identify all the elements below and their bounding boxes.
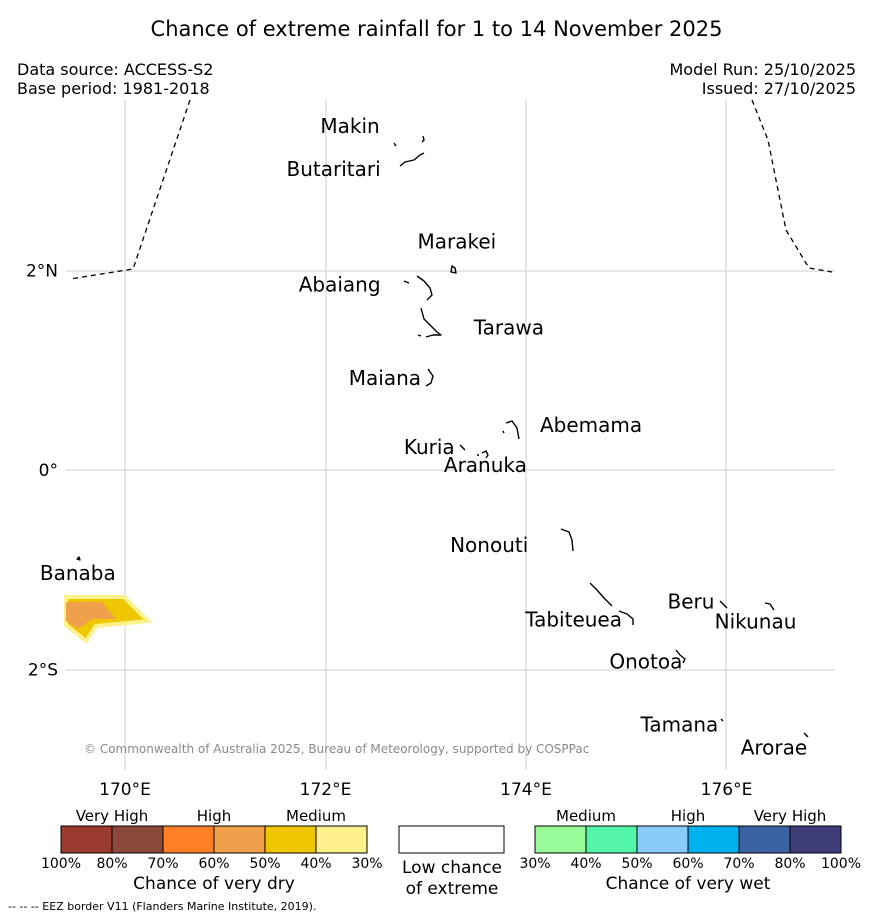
marakei-outline — [450, 265, 457, 274]
abemama-outline — [502, 420, 520, 440]
maiana-outline — [425, 368, 434, 387]
nonouti-outline — [560, 528, 574, 552]
legend-wet-swatch — [534, 825, 587, 854]
run-info: Model Run: 25/10/2025 Issued: 27/10/2025 — [670, 60, 857, 98]
data-source: Data source: ACCESS-S2 — [17, 60, 214, 79]
legend-dry-title: Chance of very dry — [133, 874, 295, 894]
legend-dry-tick: 60% — [198, 856, 229, 872]
legend-dry-tick: 40% — [300, 856, 331, 872]
butaritari-outline — [399, 152, 425, 167]
aranuka-outline — [477, 450, 489, 459]
legend-wet-category: Medium — [556, 807, 616, 825]
base-period: Base period: 1981-2018 — [17, 79, 210, 98]
legend-low-swatch — [398, 825, 505, 854]
forecast-dry-area — [64, 595, 153, 644]
lat-tick-label: 0° — [39, 461, 58, 481]
island-label-tamana: Tamana — [639, 712, 718, 736]
map-title: Chance of extreme rainfall for 1 to 14 N… — [150, 17, 723, 41]
legend-dry-tick: 50% — [249, 856, 280, 872]
island-label-maiana: Maiana — [349, 366, 421, 390]
issued-date: Issued: 27/10/2025 — [701, 79, 856, 98]
lat-tick-label: 2°N — [26, 262, 58, 282]
legend-dry-swatch — [264, 825, 317, 854]
lon-tick-label: 174°E — [500, 780, 552, 800]
legend-dry-tick: 30% — [351, 856, 382, 872]
island-label-makin: Makin — [320, 114, 379, 138]
data-info: Data source: ACCESS-S2 Base period: 1981… — [17, 60, 213, 98]
makin-outline — [393, 135, 425, 147]
island-label-banaba: Banaba — [40, 561, 116, 585]
island-label-nonouti: Nonouti — [450, 533, 528, 557]
arorae-outline — [803, 732, 809, 738]
tamana-outline — [720, 718, 724, 722]
legend-dry-swatch — [162, 825, 215, 854]
legend-dry-tick: 70% — [147, 856, 178, 872]
legend-wet-category: Very High — [754, 807, 827, 825]
island-label-arorae: Arorae — [741, 735, 807, 759]
nikunau-outline — [764, 602, 775, 611]
legend-wet-swatch — [738, 825, 791, 854]
legend-wet-tick: 100% — [821, 856, 861, 872]
island-label-butaritari: Butaritari — [287, 157, 381, 181]
abaiang-outline — [403, 275, 433, 301]
eez-border-right — [751, 99, 833, 273]
legend-wet-category: High — [671, 807, 705, 825]
legend-dry-category: Very High — [76, 807, 149, 825]
legend-dry-swatch — [315, 825, 368, 854]
island-label-aranuka: Aranuka — [444, 453, 527, 477]
legend-wet-tick: 80% — [774, 856, 805, 872]
legend-wet-tick: 60% — [672, 856, 703, 872]
banaba-outline — [76, 556, 81, 561]
island-label-beru: Beru — [667, 590, 714, 614]
copyright-notice: © Commonwealth of Australia 2025, Bureau… — [84, 742, 590, 756]
legend-dry-category: High — [197, 807, 231, 825]
legend-dry: 100% 80% 70% 60% 50% 40% 30% Very High High Mediu… — [41, 807, 383, 894]
island-label-tarawa: Tarawa — [473, 315, 544, 339]
legend-dry-swatch — [111, 825, 164, 854]
legend-wet-tick: 70% — [723, 856, 754, 872]
island-label-abemama: Abemama — [540, 413, 642, 437]
legend-wet-swatch — [585, 825, 638, 854]
legend-wet-swatch — [789, 825, 842, 854]
eez-footnote: -- -- -- EEZ border V11 (Flanders Marine… — [8, 900, 317, 913]
legend-wet-swatch — [636, 825, 689, 854]
tarawa-outline — [417, 307, 442, 338]
lon-tick-label: 170°E — [99, 780, 151, 800]
island-label-kuria: Kuria — [404, 435, 455, 459]
island-label-abaiang: Abaiang — [299, 272, 381, 296]
dry-high-area — [66, 602, 116, 629]
lat-tick-label: 2°S — [28, 661, 58, 681]
legend-dry-category: Medium — [286, 807, 346, 825]
legend-dry-tick: 100% — [41, 856, 81, 872]
legend-low-label: Low chance of extreme — [402, 858, 502, 899]
legend-dry-swatch — [60, 825, 113, 854]
beru-outline — [719, 600, 728, 609]
legend-dry-tick: 80% — [96, 856, 127, 872]
island-label-nikunau: Nikunau — [715, 610, 797, 634]
eez-border-left — [69, 99, 191, 280]
legend-wet-title: Chance of very wet — [606, 874, 771, 894]
legend-dry-swatch — [213, 825, 266, 854]
onotoa-outline — [675, 649, 686, 664]
lon-tick-label: 176°E — [701, 780, 753, 800]
legend-wet: 30% 40% 50% 60% 70% 80% 100% Medium High Very Hig… — [519, 807, 861, 894]
island-label-tabiteuea: Tabiteuea — [524, 608, 622, 632]
tabiteuea-outline — [589, 582, 634, 625]
island-label-onotoa: Onotoa — [609, 650, 682, 674]
model-run: Model Run: 25/10/2025 — [669, 60, 857, 79]
legend-wet-tick: 50% — [621, 856, 652, 872]
legend-wet-swatch — [687, 825, 740, 854]
island-label-marakei: Marakei — [417, 230, 496, 254]
legend-wet-tick: 30% — [519, 856, 550, 872]
kuria-outline — [459, 444, 466, 451]
legend-wet-tick: 40% — [570, 856, 601, 872]
lon-tick-label: 172°E — [300, 780, 352, 800]
